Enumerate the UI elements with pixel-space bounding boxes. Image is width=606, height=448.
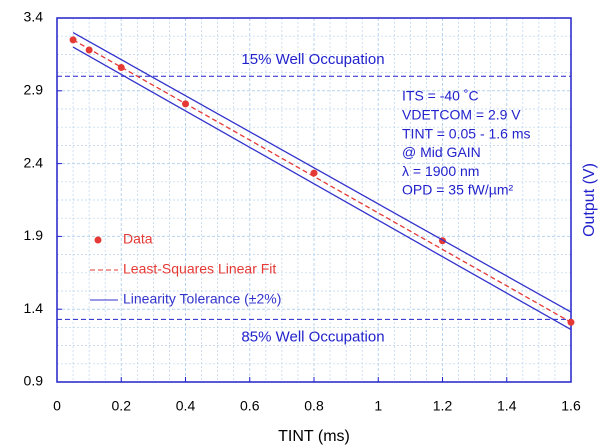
annotation: λ = 1900 nm xyxy=(402,163,479,179)
y-tick-label: 2.9 xyxy=(24,82,44,98)
annotation: TINT = 0.05 - 1.6 ms xyxy=(402,125,531,141)
legend-label: Least-Squares Linear Fit xyxy=(123,261,276,277)
y-tick-label: 3.4 xyxy=(24,9,44,25)
legend-label: Data xyxy=(123,231,153,247)
annotation: VDETCOM = 2.9 V xyxy=(402,107,521,123)
y-tick-label: 1.9 xyxy=(24,227,44,243)
plot-frame xyxy=(56,17,572,383)
x-tick-label: 1.2 xyxy=(433,398,453,414)
y-tick-label: 1.4 xyxy=(24,300,44,316)
reference-label: 15% Well Occupation xyxy=(241,51,384,68)
data-point xyxy=(85,46,93,54)
x-axis-label: TINT (ms) xyxy=(278,428,350,445)
x-tick-label: 1.6 xyxy=(561,398,581,414)
x-tick-label: 1.4 xyxy=(497,398,517,414)
x-tick-label: 1 xyxy=(374,398,382,414)
data-point xyxy=(117,64,125,72)
annotation: @ Mid GAIN xyxy=(402,144,481,160)
y-axis-label: Output (V) xyxy=(581,163,598,237)
x-tick-label: 0 xyxy=(53,398,61,414)
y-tick-label: 0.9 xyxy=(24,373,44,389)
legend-marker xyxy=(94,236,102,244)
tolerance-upper xyxy=(72,31,572,313)
annotation: OPD = 35 fW/µm² xyxy=(402,182,513,198)
legend-label: Linearity Tolerance (±2%) xyxy=(123,291,281,307)
x-tick-label: 0.4 xyxy=(176,398,196,414)
reference-label: 85% Well Occupation xyxy=(241,328,384,345)
tolerance-lower xyxy=(72,46,572,331)
y-tick-label: 2.4 xyxy=(24,154,44,170)
x-tick-label: 0.2 xyxy=(112,398,132,414)
x-tick-label: 0.6 xyxy=(240,398,260,414)
annotation: ITS = -40 ˚C xyxy=(402,88,479,104)
x-tick-label: 0.8 xyxy=(304,398,324,414)
